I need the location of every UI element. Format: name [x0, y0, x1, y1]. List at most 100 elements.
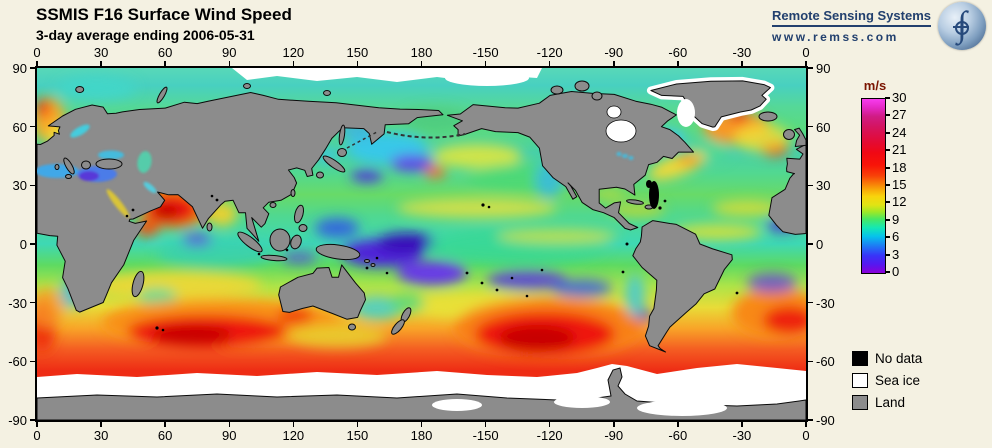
- land-sicily: [65, 174, 72, 179]
- page-title: SSMIS F16 Surface Wind Speed: [36, 5, 292, 24]
- lat-label-left: 30: [12, 178, 27, 194]
- lon-tick-top: [613, 61, 615, 68]
- wind-field-blobs: [37, 76, 806, 358]
- land-west-europe-africa-seam: [768, 143, 806, 235]
- lon-tick-top: [100, 61, 102, 68]
- land-honshu: [322, 155, 346, 173]
- lon-label-top: -60: [668, 45, 688, 60]
- lon-label-bottom: 60: [157, 428, 173, 443]
- lon-tick-top: [805, 61, 807, 68]
- map-canvas: [37, 68, 806, 420]
- lon-label-top: 150: [346, 45, 369, 60]
- lat-label-right: -30: [816, 295, 835, 311]
- lon-label-top: -90: [604, 45, 624, 60]
- no-data-swatch: [852, 350, 868, 366]
- lon-label-bottom: -30: [732, 428, 752, 443]
- land-sulawesi: [290, 234, 302, 250]
- lon-label-top: 60: [157, 45, 173, 60]
- colorbar-tick-label: 27: [892, 107, 907, 123]
- lat-tick-left: [30, 125, 37, 128]
- colorbar-tick-label: 12: [892, 194, 907, 210]
- land-eurafrica: [37, 92, 444, 313]
- lat-label-right: 60: [816, 119, 831, 135]
- lon-tick-bottom: [36, 420, 38, 427]
- lon-tick-bottom: [228, 420, 230, 427]
- lon-label-bottom: -120: [536, 428, 563, 443]
- landmasses: [37, 83, 806, 313]
- land-ireland: [783, 129, 795, 140]
- lat-tick-left: [30, 243, 37, 245]
- lon-label-top: 120: [282, 45, 305, 60]
- lat-label-right: -90: [816, 413, 835, 428]
- lat-tick-right: [806, 360, 813, 363]
- colorbar-tick-label: 9: [892, 211, 900, 227]
- land-iceland: [758, 111, 778, 122]
- lon-label-top: 0: [802, 45, 810, 60]
- legend-item-land: Land: [852, 394, 922, 410]
- land-philippines: [293, 204, 305, 224]
- lon-label-bottom: 30: [93, 428, 109, 443]
- land-britain: [794, 127, 806, 147]
- lon-label-bottom: 0: [802, 428, 810, 443]
- land-hokkaido: [337, 148, 347, 157]
- lat-tick-left: [30, 360, 37, 363]
- red-sea: [106, 189, 130, 218]
- lat-label-left: 0: [19, 237, 27, 252]
- lon-tick-top: [741, 61, 743, 68]
- colorbar-tick-label: 6: [892, 229, 900, 245]
- lon-tick-top: [164, 61, 166, 68]
- lon-label-bottom: -90: [604, 428, 624, 443]
- lon-tick-top: [677, 61, 679, 68]
- colorbar-tick-label: 0: [892, 264, 900, 279]
- lon-tick-bottom: [292, 420, 295, 427]
- land-svalbard: [75, 86, 85, 93]
- land-south-america: [632, 220, 733, 353]
- arctic-sea-ice: [232, 68, 542, 86]
- lon-label-bottom: 90: [222, 428, 237, 443]
- land-nz-south: [391, 319, 405, 335]
- lat-label-left: 60: [12, 119, 27, 135]
- lon-tick-bottom: [356, 420, 359, 427]
- lat-tick-right: [806, 419, 813, 421]
- lon-tick-bottom: [100, 420, 102, 427]
- lon-tick-top: [356, 61, 359, 68]
- land-australia: [278, 264, 366, 320]
- no-data-atlantic-patch: [649, 181, 659, 209]
- lat-tick-right: [806, 184, 813, 187]
- remss-logo-url: www.remss.com: [772, 30, 899, 44]
- colorbar-tick-label: 15: [892, 177, 907, 192]
- lat-label-left: 90: [12, 61, 27, 76]
- lat-label-right: 0: [816, 237, 824, 252]
- lon-label-bottom: 180: [410, 428, 433, 443]
- remss-globe-icon: ∫: [938, 2, 986, 50]
- land-antarctica: [37, 367, 806, 420]
- hudson-bay-ice: [605, 119, 637, 143]
- land-italy: [63, 157, 75, 175]
- lon-tick-bottom: [164, 420, 166, 427]
- lon-tick-bottom: [420, 420, 423, 427]
- lat-tick-right: [806, 125, 813, 128]
- lon-tick-bottom: [805, 420, 807, 427]
- lat-label-left: -90: [8, 413, 27, 428]
- lat-label-left: -60: [8, 354, 27, 370]
- land-borneo: [269, 228, 291, 252]
- lat-label-left: -30: [8, 295, 27, 311]
- remss-logo-org: Remote Sensing Systems: [772, 8, 931, 27]
- land-new-guinea: [315, 243, 361, 261]
- lat-tick-left: [30, 301, 37, 304]
- land-swatch: [852, 394, 868, 410]
- lon-label-top: -150: [472, 45, 499, 60]
- lon-label-top: -30: [732, 45, 752, 60]
- lon-tick-top: [292, 61, 295, 68]
- colorbar-tick-label: 30: [892, 90, 907, 105]
- lon-tick-top: [484, 61, 487, 68]
- land-sri-lanka: [206, 222, 213, 232]
- baltic-sea: [70, 124, 90, 138]
- lon-label-top: 30: [93, 45, 109, 60]
- lat-tick-right: [806, 301, 813, 304]
- lon-label-bottom: 150: [346, 428, 369, 443]
- land-tasmania: [348, 323, 356, 331]
- sea-ice-swatch: [852, 372, 868, 388]
- land-anatolia: [95, 158, 123, 170]
